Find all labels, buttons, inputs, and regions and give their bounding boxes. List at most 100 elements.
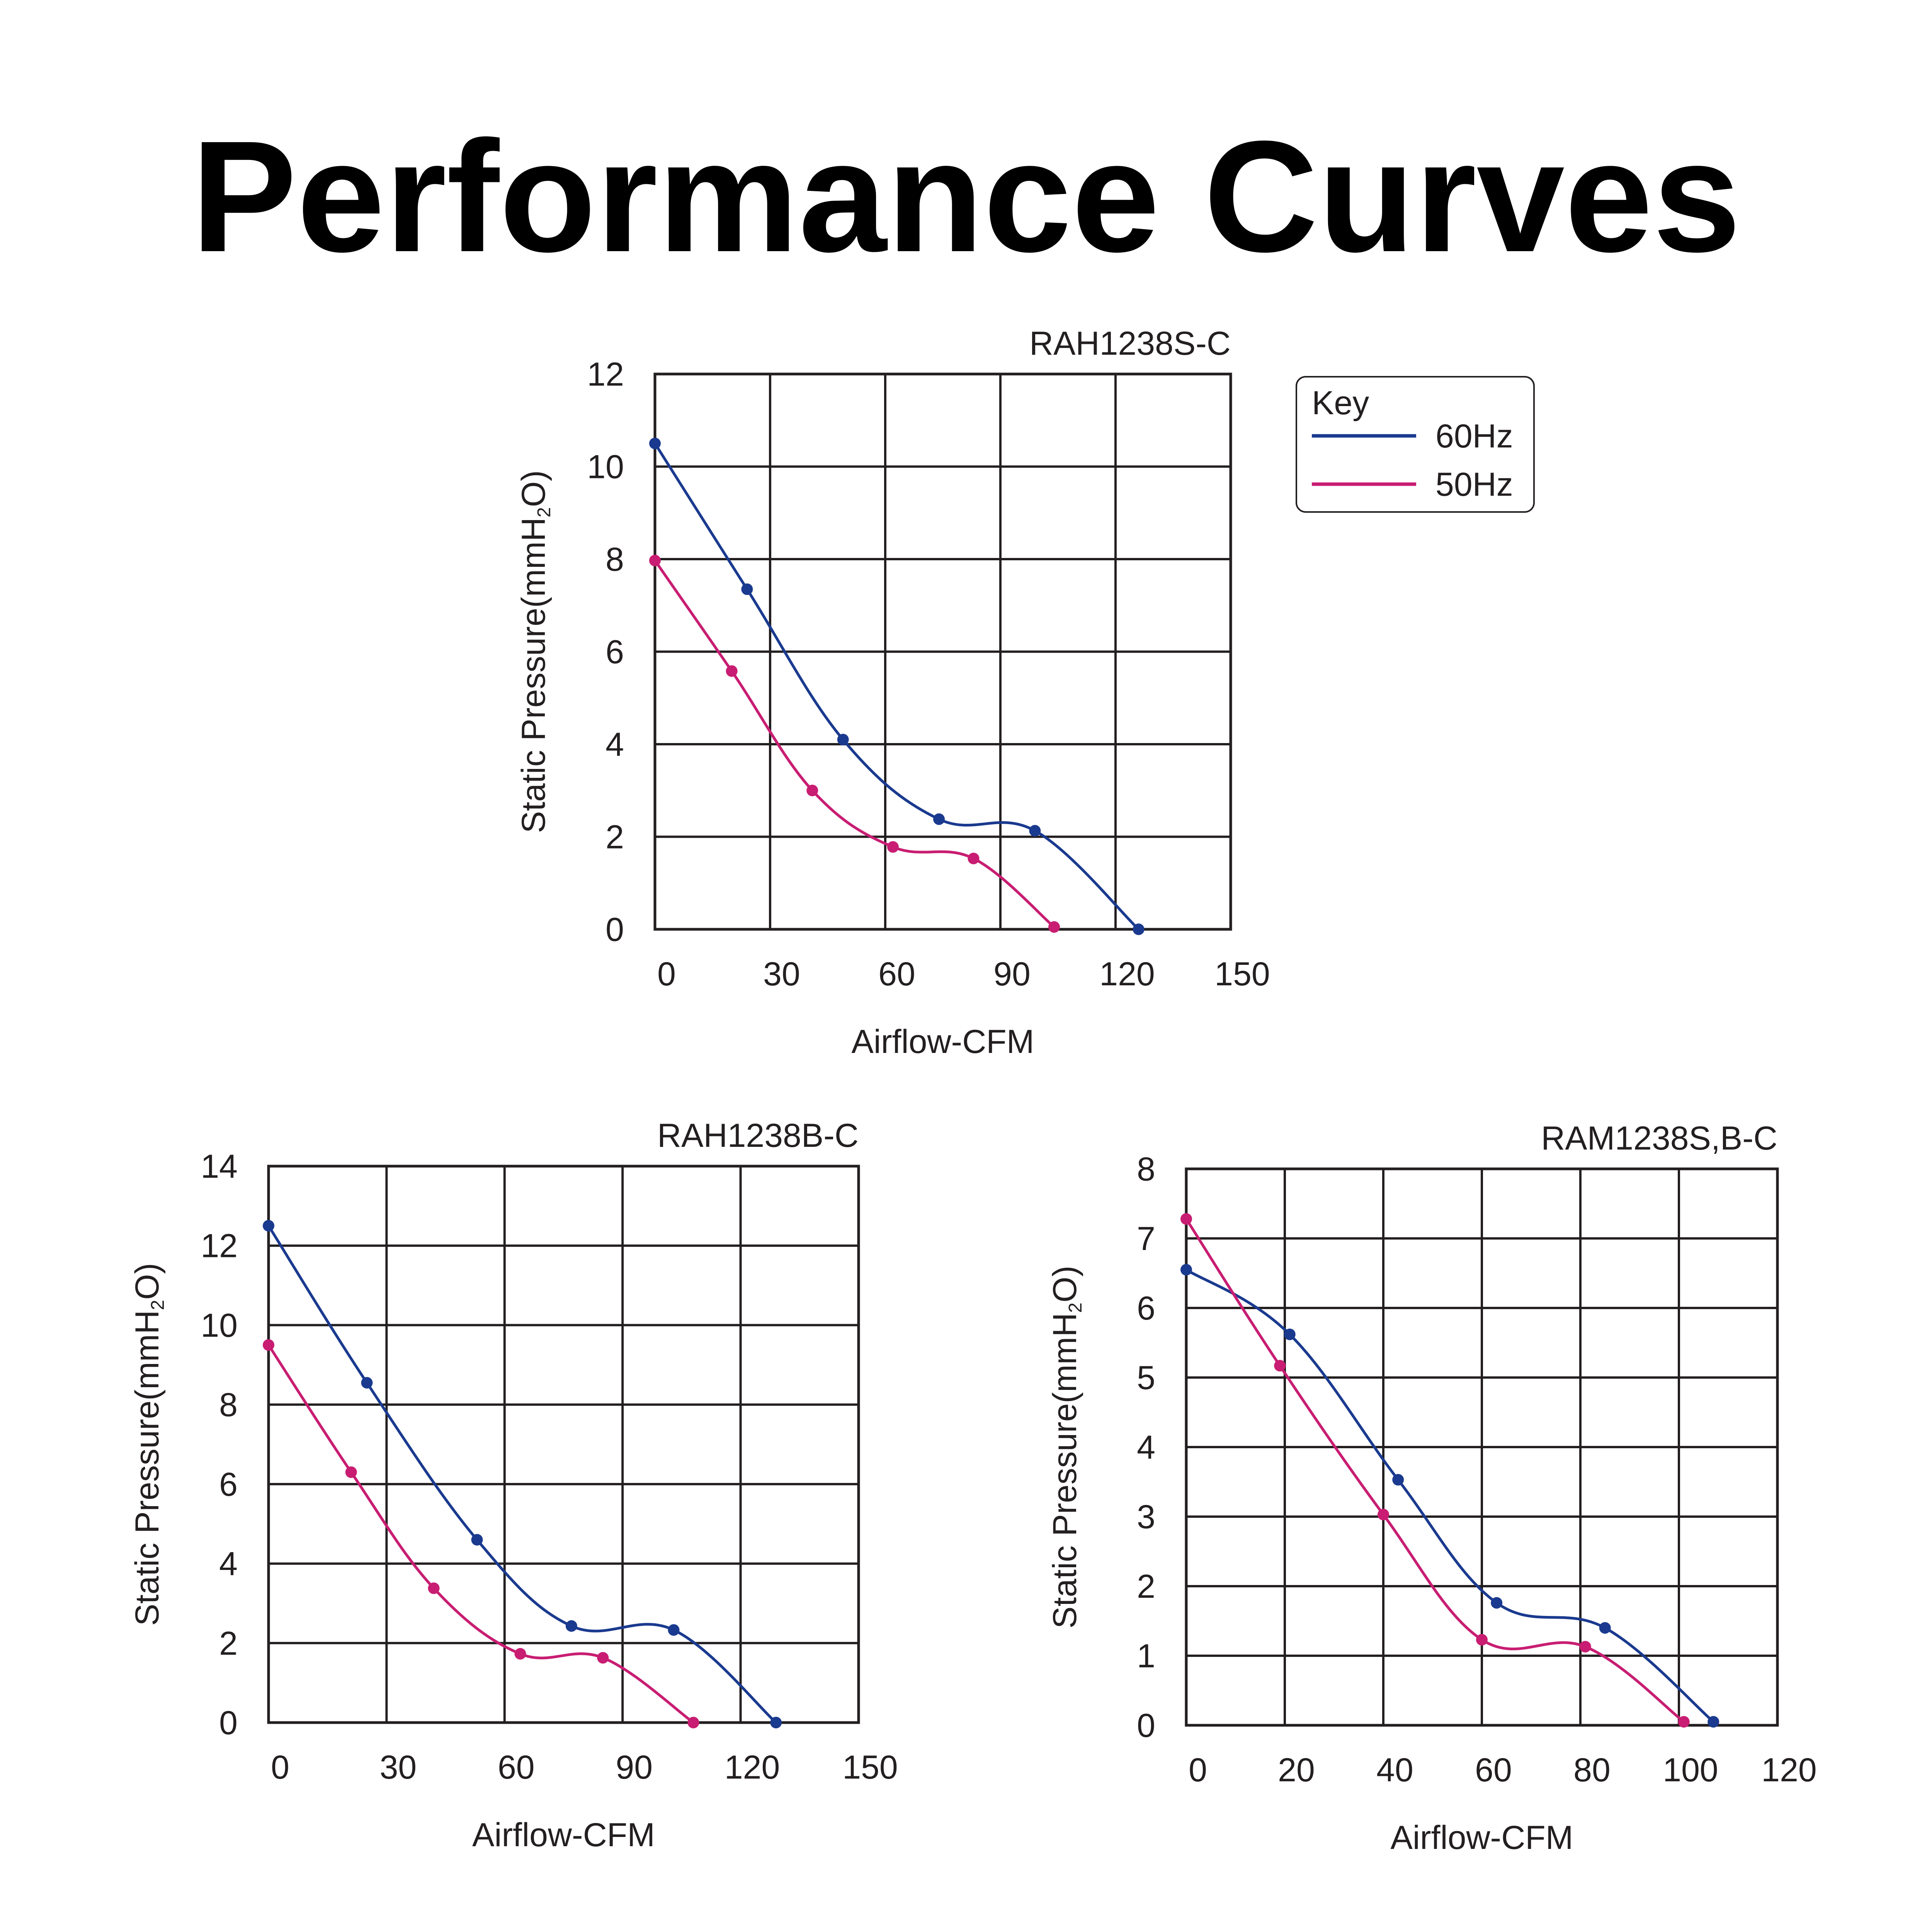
y-axis-label: Static Pressure(mmH2O) — [1046, 1265, 1086, 1628]
y-tick-label: 8 — [219, 1386, 238, 1423]
data-point-50hz — [1579, 1641, 1591, 1653]
y-tick-label: 12 — [201, 1228, 238, 1265]
x-tick-label: 0 — [657, 956, 676, 993]
data-point-60hz — [1708, 1716, 1719, 1728]
y-tick-label: 10 — [201, 1307, 238, 1344]
data-point-60hz — [361, 1377, 373, 1389]
data-point-50hz — [687, 1717, 699, 1728]
data-point-60hz — [1392, 1474, 1404, 1486]
x-tick-label: 80 — [1573, 1752, 1611, 1789]
chart-title: RAM1238S,B-C — [1541, 1120, 1777, 1157]
legend-title: Key — [1312, 384, 1369, 422]
y-tick-label: 4 — [219, 1546, 238, 1583]
x-axis-label: Airflow-CFM — [472, 1816, 655, 1854]
x-tick-label: 150 — [1214, 956, 1270, 993]
y-tick-label: 0 — [605, 911, 624, 948]
x-axis-label: Airflow-CFM — [852, 1023, 1034, 1060]
data-point-50hz — [1678, 1716, 1690, 1728]
data-point-60hz — [933, 813, 945, 825]
y-axis-label: Static Pressure(mmH2O) — [129, 1263, 168, 1626]
series-line-60hz — [267, 1224, 777, 1724]
data-point-50hz — [887, 841, 899, 853]
chart-rah1238b-c: 0 2 4 6 8 10 12 14 0 30 60 90 120 150 RAH1238B-C Airflo… — [129, 1117, 898, 1854]
data-point-50hz — [649, 554, 661, 566]
x-tick-label: 0 — [271, 1749, 289, 1786]
y-tick-label: 2 — [605, 819, 624, 856]
chart-title: RAH1238B-C — [657, 1117, 859, 1154]
legend: Key 60Hz 50Hz — [1296, 376, 1535, 513]
data-point-60hz — [1491, 1597, 1503, 1609]
x-tick-label: 30 — [763, 956, 800, 993]
series-line-50hz — [1185, 1218, 1685, 1723]
y-tick-label: 6 — [1137, 1290, 1155, 1327]
y-tick-label: 1 — [1137, 1638, 1155, 1675]
data-point-50hz — [1476, 1634, 1488, 1646]
x-tick-label: 20 — [1278, 1752, 1315, 1789]
plot-frame — [1185, 1167, 1779, 1727]
x-tick-label: 30 — [380, 1749, 417, 1786]
series-line-50hz — [653, 559, 1056, 929]
y-tick-label: 8 — [1137, 1151, 1155, 1188]
data-point-60hz — [770, 1717, 782, 1728]
data-point-60hz — [837, 734, 849, 746]
data-point-50hz — [514, 1648, 526, 1660]
legend-label-60hz: 60Hz — [1435, 418, 1513, 455]
x-tick-label: 100 — [1663, 1752, 1718, 1789]
x-axis-label: Airflow-CFM — [1391, 1819, 1573, 1856]
y-tick-label: 2 — [219, 1625, 238, 1662]
data-point-60hz — [263, 1220, 274, 1232]
chart-title: RAH1238S-C — [1029, 325, 1231, 362]
x-tick-label: 120 — [1099, 956, 1155, 993]
data-point-60hz — [471, 1534, 483, 1546]
legend-box — [1296, 376, 1535, 513]
x-tick-label: 90 — [993, 956, 1031, 993]
data-point-50hz — [597, 1652, 609, 1664]
y-tick-label: 6 — [605, 634, 624, 671]
y-tick-label: 2 — [1137, 1568, 1155, 1605]
data-point-60hz — [649, 437, 661, 449]
data-point-50hz — [968, 852, 980, 864]
data-point-60hz — [1599, 1622, 1611, 1634]
data-point-60hz — [1133, 923, 1145, 935]
y-tick-label: 4 — [605, 726, 624, 763]
x-tick-label: 40 — [1376, 1752, 1413, 1789]
page-title: Performance Curves — [191, 108, 1741, 285]
plot-frame — [653, 372, 1232, 931]
data-point-60hz — [741, 583, 753, 595]
x-tick-label: 60 — [498, 1749, 535, 1786]
y-tick-label: 10 — [587, 449, 624, 486]
data-point-60hz — [668, 1624, 680, 1636]
y-tick-label: 7 — [1137, 1220, 1155, 1257]
y-tick-label: 0 — [1137, 1707, 1155, 1744]
y-tick-label: 12 — [587, 356, 624, 393]
data-point-60hz — [1180, 1264, 1192, 1276]
data-point-50hz — [1378, 1509, 1389, 1520]
x-tick-label: 120 — [1761, 1752, 1817, 1789]
data-point-60hz — [565, 1620, 577, 1632]
data-point-50hz — [428, 1582, 440, 1594]
plot-frame — [267, 1165, 860, 1724]
data-point-50hz — [726, 665, 738, 677]
x-tick-label: 90 — [616, 1749, 653, 1786]
data-point-50hz — [1180, 1213, 1192, 1225]
y-tick-label: 14 — [201, 1148, 238, 1185]
y-tick-label: 3 — [1137, 1498, 1155, 1536]
x-tick-label: 60 — [878, 956, 915, 993]
data-point-60hz — [1284, 1328, 1296, 1340]
data-point-50hz — [806, 784, 818, 796]
x-tick-label: 120 — [724, 1749, 780, 1786]
y-tick-label: 8 — [605, 541, 624, 578]
y-tick-label: 4 — [1137, 1429, 1155, 1466]
series-line-50hz — [267, 1344, 695, 1724]
data-point-50hz — [1048, 921, 1060, 933]
y-tick-label: 0 — [219, 1704, 238, 1742]
data-point-50hz — [263, 1339, 274, 1351]
y-tick-label: 5 — [1137, 1359, 1155, 1396]
x-tick-label: 0 — [1189, 1752, 1207, 1789]
y-tick-label: 6 — [219, 1466, 238, 1503]
data-point-50hz — [1274, 1360, 1286, 1372]
